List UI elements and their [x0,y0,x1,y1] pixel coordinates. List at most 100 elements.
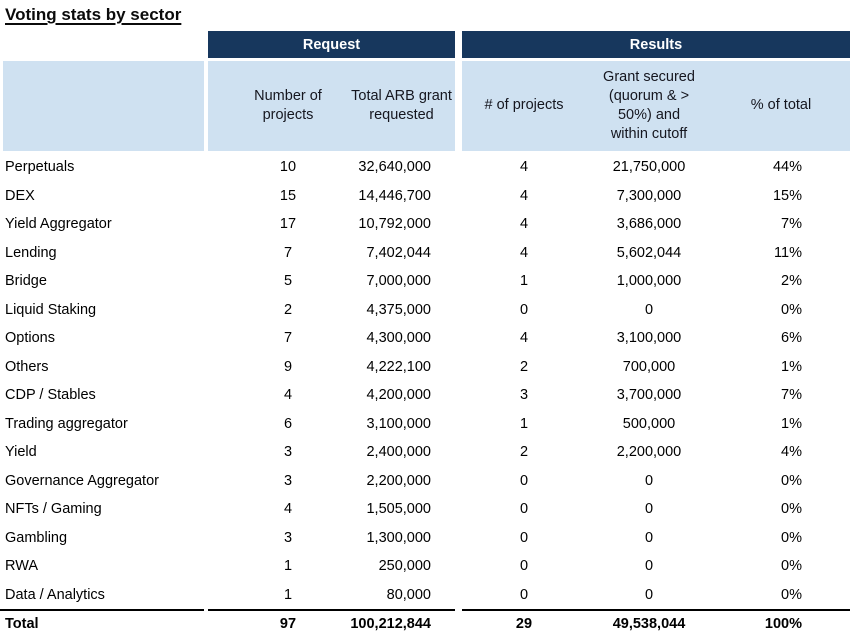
req-grant-cell: 2,400,000 [366,444,431,461]
table-row: Data / Analytics 1 80,000 0 0 0% [0,581,850,610]
req-projects-cell: 15 [279,187,297,204]
res-projects-cell: 4 [519,330,529,347]
table-row: Trading aggregator 6 3,100,000 1 500,000 1% [0,410,850,439]
pct-cell: 0% [781,558,802,575]
sector-cell: Perpetuals [5,159,75,176]
sector-cell: Trading aggregator [5,415,128,432]
res-projects-cell: 0 [519,472,529,489]
pct-cell: 0% [781,472,802,489]
sector-cell: RWA [5,558,39,575]
req-grant-cell: 250,000 [378,558,431,575]
pct-cell: 1% [781,415,802,432]
req-grant-cell: 4,375,000 [366,301,431,318]
pct-cell: 7% [781,216,802,233]
req-projects-cell: 7 [283,330,293,347]
pct-cell: 0% [781,529,802,546]
res-grant-cell: 700,000 [622,358,676,375]
total-req-projects-cell: 97 [208,609,348,636]
res-grant-cell: 3,686,000 [616,216,682,233]
req-projects-cell: 4 [283,387,293,404]
table-row: Yield Aggregator 17 10,792,000 4 3,686,000 7% [0,210,850,239]
req-projects-cell: 9 [283,358,293,375]
column-header-sector-spacer [3,61,204,151]
pct-cell: 15% [772,187,802,204]
page-title: Voting stats by sector [5,5,182,24]
res-grant-cell: 3,700,000 [616,387,682,404]
req-projects-cell: 7 [283,244,293,261]
sector-cell: CDP / Stables [5,387,96,404]
pct-cell: 0% [781,301,802,318]
req-projects-cell: 10 [279,159,297,176]
res-projects-cell: 0 [519,558,529,575]
req-projects-cell: 3 [283,472,293,489]
res-projects-cell: 2 [519,444,529,461]
res-grant-cell: 0 [644,301,654,318]
res-grant-cell: 0 [644,472,654,489]
sector-cell: Lending [5,244,57,261]
req-grant-cell: 10,792,000 [358,216,431,233]
sector-cell: DEX [5,187,35,204]
total-label: Total [0,609,204,636]
column-header-pct-of-total: % of total [712,61,850,151]
column-header-results-projects: # of projects [462,61,586,151]
table-row: Lending 7 7,402,044 4 5,602,044 11% [0,239,850,268]
pct-cell: 1% [781,358,802,375]
pct-cell: 7% [781,387,802,404]
res-grant-cell: 3,100,000 [616,330,682,347]
res-projects-cell: 1 [519,415,529,432]
sector-cell: Others [5,358,49,375]
pct-cell: 0% [781,501,802,518]
res-projects-cell: 0 [519,501,529,518]
res-grant-cell: 0 [644,529,654,546]
group-header-row: Request Results [0,31,850,58]
column-header-row: Number of projects Total ARB grant reque… [0,61,850,151]
column-header-grant-secured: Grant secured (quorum & > 50%) and withi… [586,61,712,151]
pct-cell: 6% [781,330,802,347]
req-grant-cell: 4,222,100 [366,358,431,375]
req-projects-cell: 1 [283,586,293,603]
table-row: Liquid Staking 2 4,375,000 0 0 0% [0,296,850,325]
req-grant-cell: 7,402,044 [366,244,431,261]
pct-cell: 4% [781,444,802,461]
total-pct-cell: 100% [712,609,850,636]
total-row: Total 97 100,212,844 29 49,538,044 100% [0,609,850,636]
sector-cell: NFTs / Gaming [5,501,102,518]
table-row: Governance Aggregator 3 2,200,000 0 0 0% [0,467,850,496]
column-header-total-arb-grant-requested: Total ARB grant requested [348,61,455,151]
req-grant-cell: 1,505,000 [366,501,431,518]
req-grant-cell: 1,300,000 [366,529,431,546]
pct-cell: 44% [772,159,802,176]
column-header-number-of-projects: Number of projects [208,61,348,151]
table-row: RWA 1 250,000 0 0 0% [0,552,850,581]
res-projects-cell: 4 [519,187,529,204]
res-grant-cell: 0 [644,501,654,518]
group-header-request: Request [208,31,455,58]
sector-cell: Governance Aggregator [5,472,159,489]
table-row: Gambling 3 1,300,000 0 0 0% [0,524,850,553]
pct-cell: 11% [774,244,802,261]
req-grant-cell: 32,640,000 [358,159,431,176]
pct-cell: 0% [781,586,802,603]
total-req-grant-cell: 100,212,844 [348,609,455,636]
total-res-grant-cell: 49,538,044 [586,609,712,636]
req-projects-cell: 6 [283,415,293,432]
res-grant-cell: 7,300,000 [616,187,682,204]
req-projects-cell: 17 [279,216,297,233]
res-grant-cell: 1,000,000 [616,273,682,290]
res-grant-cell: 500,000 [622,415,676,432]
pct-cell: 2% [781,273,802,290]
req-grant-cell: 7,000,000 [366,273,431,290]
sector-cell: Data / Analytics [5,586,105,603]
total-res-projects-cell: 29 [462,609,586,636]
res-grant-cell: 21,750,000 [612,159,686,176]
table-body: Perpetuals 10 32,640,000 4 21,750,000 44% DEX 1… [0,153,850,609]
res-projects-cell: 3 [519,387,529,404]
req-grant-cell: 4,300,000 [366,330,431,347]
req-projects-cell: 3 [283,444,293,461]
req-projects-cell: 3 [283,529,293,546]
res-projects-cell: 4 [519,244,529,261]
sector-cell: Bridge [5,273,47,290]
table-row: NFTs / Gaming 4 1,505,000 0 0 0% [0,495,850,524]
table-row: Yield 3 2,400,000 2 2,200,000 4% [0,438,850,467]
sector-cell: Yield Aggregator [5,216,112,233]
